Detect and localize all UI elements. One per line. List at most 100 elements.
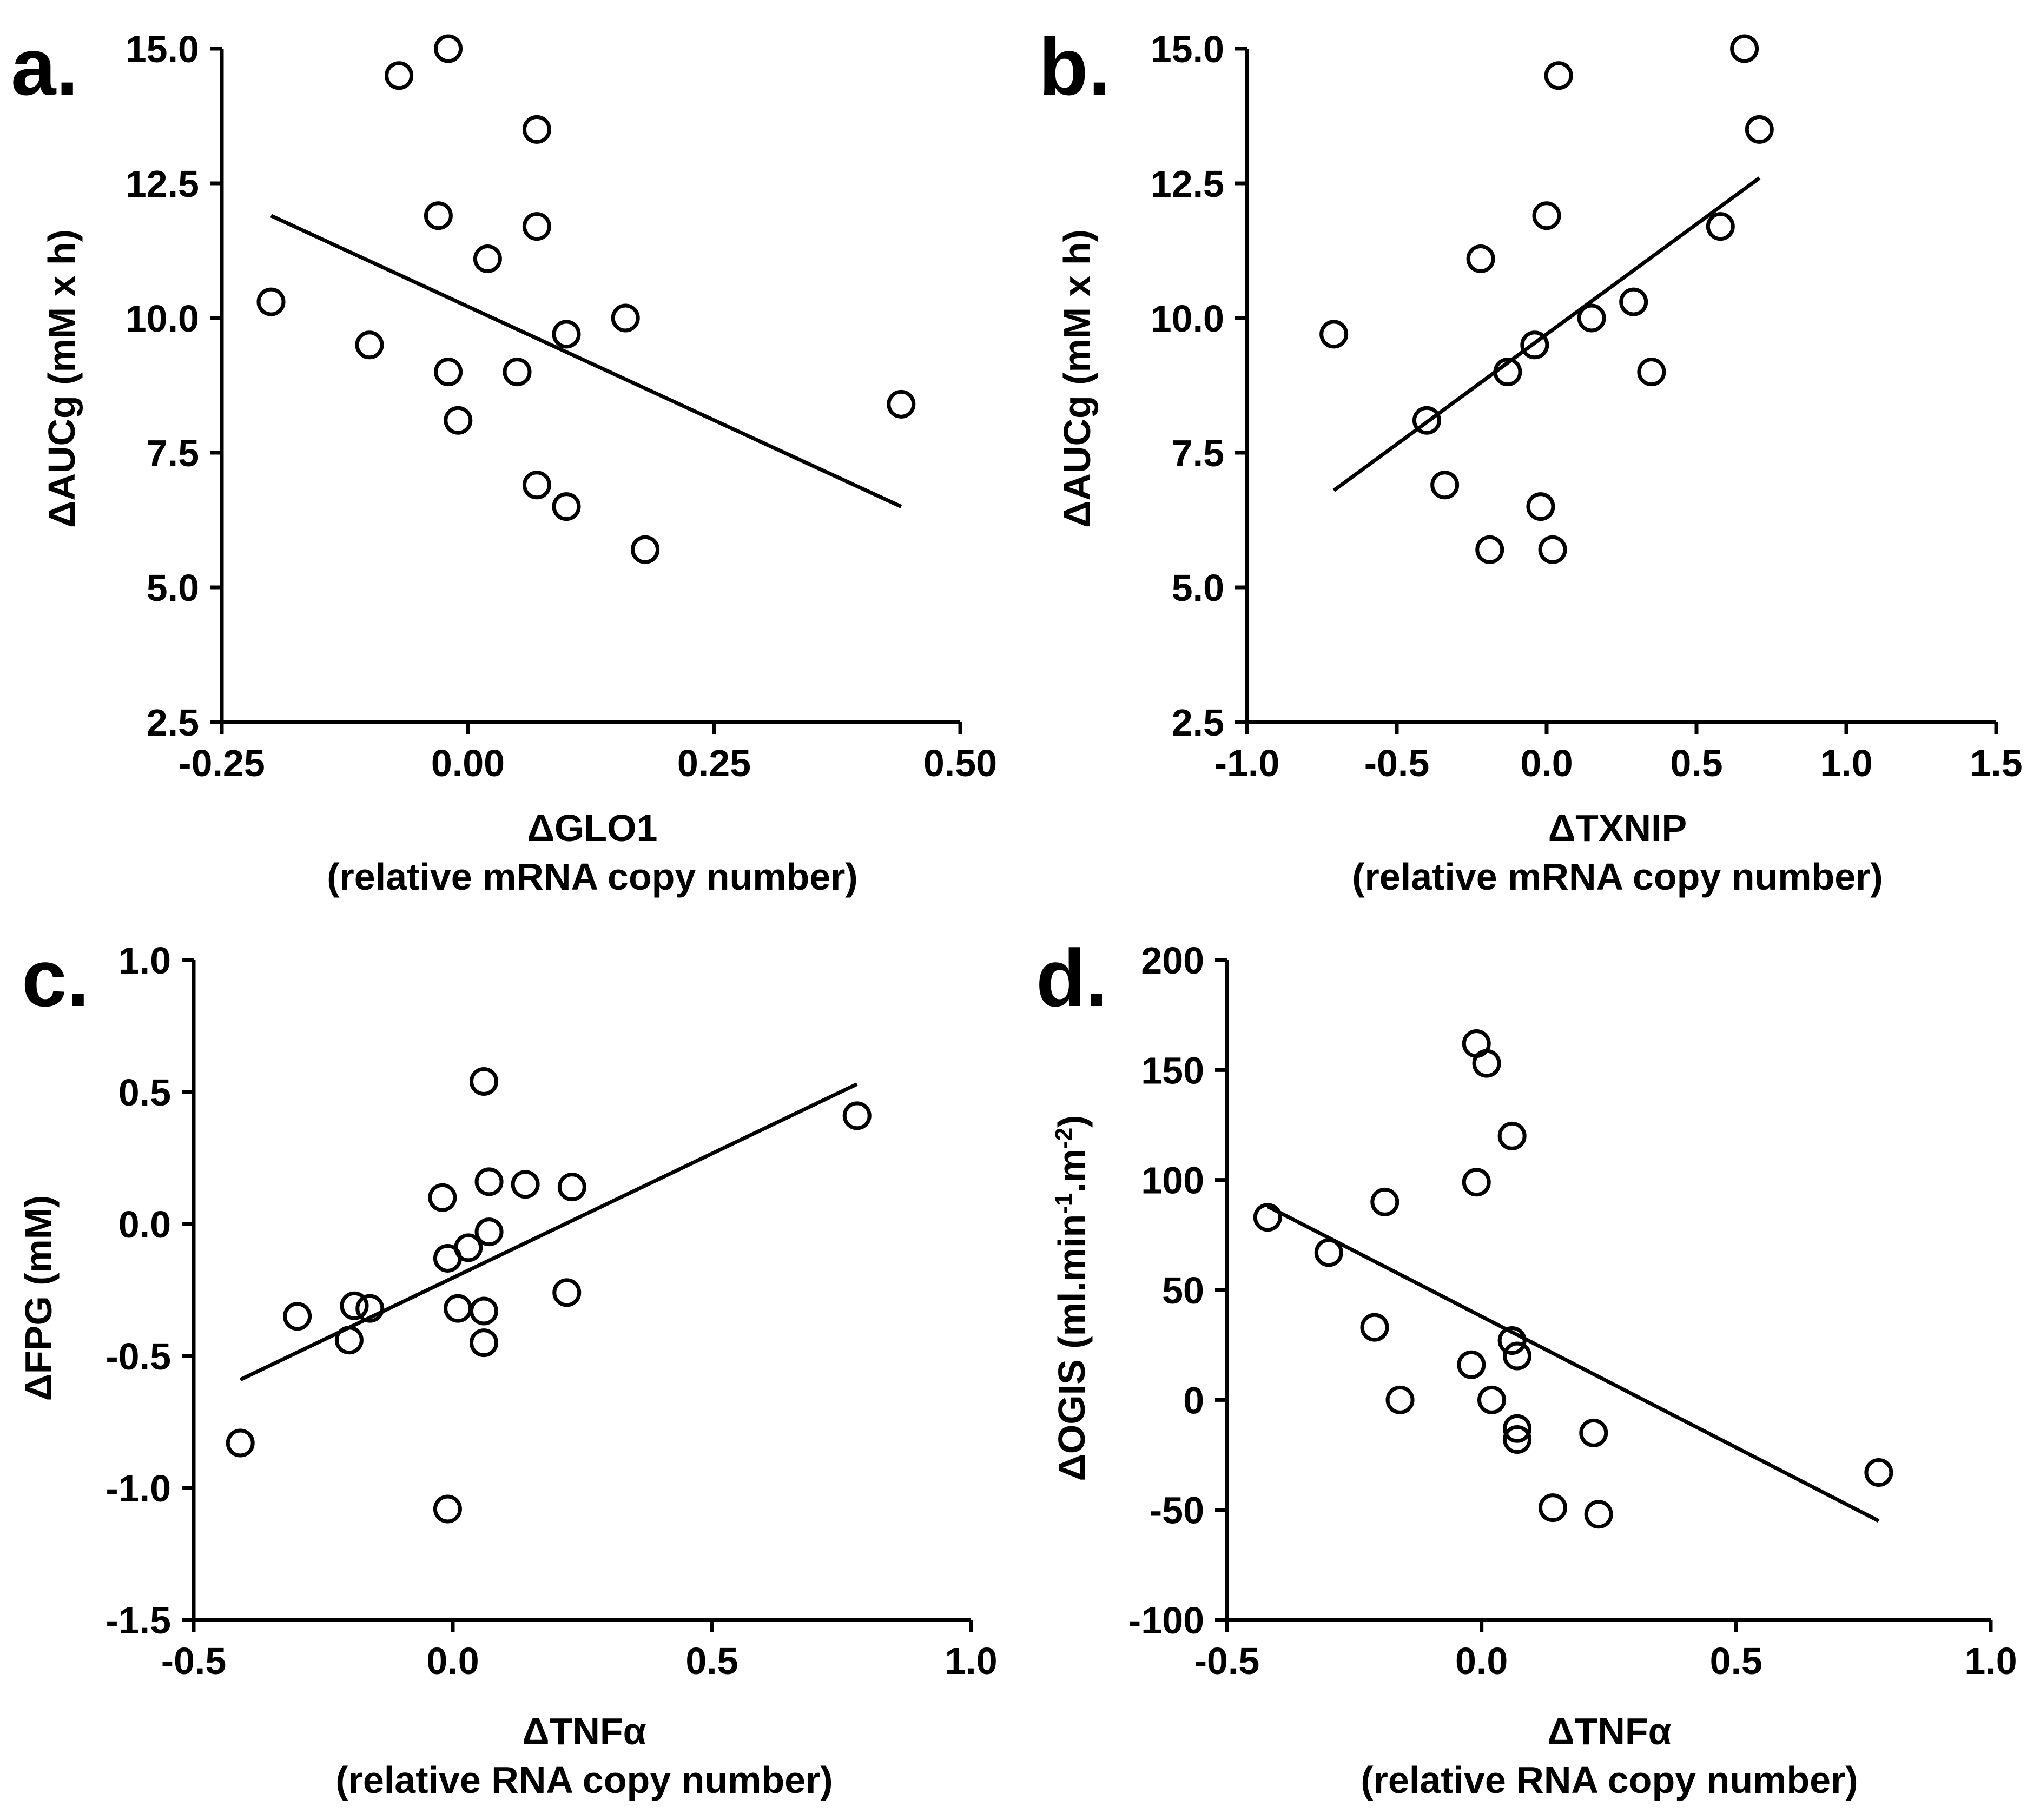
panel-c-x-tick-label: 0.5 [685,1640,738,1682]
panel-c-data-point [469,1328,498,1358]
panel-d-data-point [1584,1500,1613,1529]
panel-b-data-point [1730,34,1759,63]
panel-a-x-tick-label: 0.50 [923,742,997,784]
panel-b: b. 2.5 5.0 7.5 10.0 12.5 15.0 -1.0 -0.5 0.0 0.5 1… [1039,21,2023,898]
panel-d-y-axis-label-mid: .m [1051,1149,1093,1193]
panel-b-y-tick-label: 15.0 [1151,28,1224,70]
panel-c-y-tick-label: 1.0 [118,939,171,982]
panel-a-letter: a. [11,21,78,112]
panel-a-trendline [270,214,902,508]
panel-a-data-point [522,115,551,144]
panel-d-data-point [1497,1326,1527,1355]
panel-d-data-point [1457,1350,1486,1379]
panel-d-y-axis-label-end: ) [1051,1115,1093,1128]
panel-c-x-tick-label: 1.0 [945,1640,997,1682]
panel-d-letter: d. [1036,932,1108,1023]
panel-b-data-point [1319,320,1349,349]
panel-a-data-point [611,303,640,333]
panel-c-data-point [340,1291,369,1320]
panel-a-x-axis-label: ΔGLO1 [527,807,658,849]
panel-d-y-tick-label: -100 [1128,1599,1204,1642]
panel-d-y-tick-label: 100 [1141,1160,1204,1202]
panel-c-x-axis-label: ΔTNFα [522,1710,646,1752]
panel-a-data-point [552,320,581,349]
panel-d-data-point [1497,1121,1527,1150]
panel-d-x-tick-label: 1.0 [1964,1640,2017,1682]
panel-c-data-point [511,1170,540,1199]
panel-d-data-point [1462,1168,1491,1197]
panel-b-y-tick-label: 12.5 [1151,163,1224,205]
panel-c-data-point [842,1101,872,1130]
panel-d-y-axis-label-sup1: -1 [1051,1193,1077,1214]
panel-d-y-tick-label: -50 [1150,1490,1204,1532]
panel-a-data-point [434,358,463,387]
panel-d-data-point [1360,1313,1389,1342]
panel-c-data-point [454,1233,483,1262]
panel-d-x-axis-label: ΔTNFα [1547,1710,1671,1752]
panel-d-y-axis-label-main: ΔOGIS (ml.min [1051,1214,1093,1481]
panel-b-data-point [1412,406,1441,435]
panel-a-y-tick-label: 7.5 [147,432,199,474]
panel-a-x-tick-label: 0.00 [431,742,505,784]
panel-b-y-tick-label: 7.5 [1172,432,1224,474]
panel-a-data-point [473,244,502,273]
panel-c-data-point [433,1494,462,1524]
panel-d-x-tick-label: 0.5 [1710,1640,1762,1682]
panel-b-data-point [1619,287,1648,316]
panel-b-y-tick-label: 10.0 [1151,297,1224,340]
panel-c-y-tick-label: 0.0 [118,1203,171,1246]
panel-a-y-tick-label: 15.0 [126,28,199,70]
panel-b-y-tick-label: 5.0 [1172,567,1224,609]
panel-a-y-tick-label: 5.0 [147,567,199,609]
panel-a-y-tick-label: 2.5 [147,701,199,744]
panel-d-data-point [1538,1493,1567,1523]
panel-d-y-tick-label: 200 [1141,939,1204,982]
panel-b-data-point [1544,61,1573,90]
panel-c-data-point [469,1296,498,1326]
panel-a-data-point [434,34,463,63]
panel-a-y-axis-label: ΔAUCg (mM x h) [41,229,83,528]
panel-a-data-point [887,389,916,419]
panel-d-data-point [1477,1385,1506,1414]
panel-a-x-tick-label: -0.25 [179,742,265,784]
panel-b-y-tick-label: 2.5 [1172,701,1224,744]
panel-d-x-axis-sublabel: (relative RNA copy number) [1361,1759,1858,1801]
panel-d-y-axis-label-sup2: -2 [1051,1128,1077,1149]
panel-d-data-point [1472,1049,1501,1078]
panel-b-data-point [1577,303,1606,333]
panel-b-data-point [1475,535,1504,564]
panel-a-data-point [552,492,581,521]
panel-b-trendline [1332,176,1761,492]
panel-d-trendline [1266,1204,1880,1523]
panel-c-data-point [474,1167,504,1196]
panel-c-y-tick-label: -1.0 [105,1467,171,1510]
panel-c-y-tick-label: -0.5 [105,1335,171,1378]
panel-d-data-point [1503,1414,1532,1443]
panel-c-x-tick-label: -0.5 [161,1640,227,1682]
panel-b-y-axis-label: ΔAUCg (mM x h) [1056,229,1098,528]
panel-d-data-point [1314,1238,1343,1267]
panel-b-x-tick-label: 1.5 [1970,742,2022,784]
panel-a-y-tick-label: 10.0 [126,297,199,340]
panel-a-x-axis-sublabel: (relative mRNA copy number) [327,856,858,898]
panel-a-data-point [385,61,414,90]
panel-b-data-point [1520,330,1549,360]
panel-c-y-axis-label: ΔFPG (mM) [17,1195,60,1401]
panel-b-data-point [1532,201,1561,230]
panel-c-data-point [469,1067,498,1096]
panel-c-data-point [557,1173,586,1202]
panel-b-x-tick-label: -1.0 [1214,742,1280,784]
panel-a-data-point [631,535,660,564]
panel-c-letter: c. [22,932,89,1023]
panel-b-x-tick-label: 1.0 [1820,742,1872,784]
panel-b-x-tick-label: -0.5 [1364,742,1430,784]
panel-d-data-point [1370,1187,1399,1216]
panel-b-letter: b. [1039,21,1111,112]
panel-b-data-point [1745,115,1774,144]
panel-c-data-point [226,1428,255,1458]
panel-a-data-point [522,471,551,500]
panel-c-y-tick-label: 0.5 [118,1071,171,1114]
panel-c-data-point [474,1217,504,1247]
panel-b-data-point [1637,358,1666,387]
